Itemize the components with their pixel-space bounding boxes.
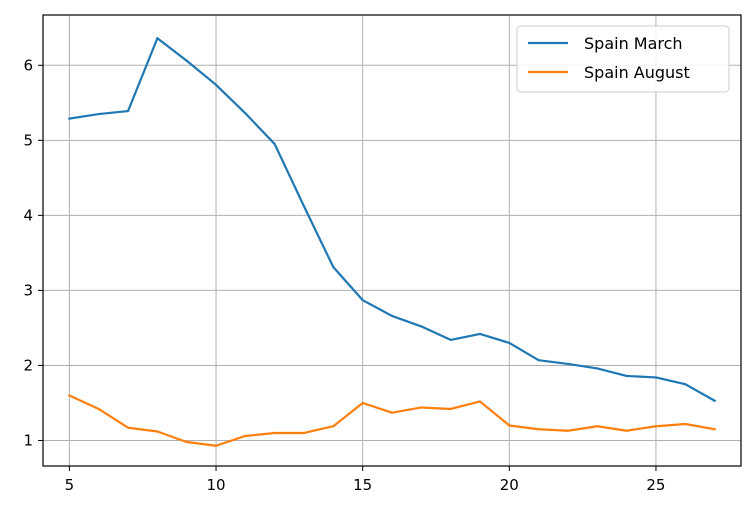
data-point-spain-march [713, 399, 716, 402]
data-point-spain-august [420, 406, 423, 409]
data-point-spain-march [420, 325, 423, 328]
axis-ticks: 5 10 15 20 25 1 2 3 4 5 6 [23, 56, 665, 494]
data-point-spain-march [68, 117, 71, 120]
x-tick-label: 10 [206, 476, 225, 494]
data-point-spain-august [126, 426, 130, 429]
data-point-spain-march [214, 83, 218, 86]
data-point-spain-august [449, 407, 452, 411]
data-point-spain-march [390, 314, 394, 318]
data-point-spain-march [625, 374, 628, 378]
data-point-spain-march [97, 112, 100, 116]
data-point-spain-august [478, 400, 482, 403]
data-point-spain-march [332, 266, 335, 269]
y-tick-label: 4 [23, 206, 33, 224]
data-point-spain-august [214, 444, 218, 447]
data-point-spain-march [478, 332, 482, 336]
data-point-spain-march [596, 367, 599, 370]
data-point-spain-august [68, 394, 71, 397]
data-point-spain-august [302, 431, 306, 435]
data-point-spain-march [244, 112, 247, 115]
data-point-spain-march [449, 338, 452, 342]
data-point-spain-august [273, 431, 276, 435]
x-tick-label: 25 [646, 476, 665, 494]
x-tick-label: 5 [65, 476, 75, 494]
data-point-spain-march [126, 109, 130, 113]
data-point-spain-march [684, 383, 687, 386]
data-point-spain-march [156, 37, 159, 40]
y-tick-label: 6 [23, 56, 33, 74]
data-point-spain-august [625, 429, 628, 432]
data-point-spain-august [596, 425, 599, 428]
y-tick-label: 3 [23, 281, 33, 299]
plot-frame [42, 14, 742, 467]
data-point-spain-august [361, 401, 364, 405]
legend-box [516, 25, 730, 93]
data-point-spain-march [273, 142, 276, 146]
data-point-spain-august [566, 429, 570, 432]
y-tick-label: 5 [23, 131, 33, 149]
y-tick-label: 2 [23, 356, 33, 374]
data-point-spain-march [361, 299, 364, 302]
data-point-spain-august [684, 422, 687, 426]
data-point-spain-march [185, 59, 188, 62]
legend-label-spain-march: Spain March [584, 34, 683, 53]
data-point-spain-march [566, 362, 570, 366]
data-point-spain-march [537, 359, 540, 362]
data-point-spain-august [185, 440, 188, 444]
x-tick-label: 15 [353, 476, 372, 494]
legend: Spain March Spain August [516, 25, 730, 93]
data-point-spain-august [654, 425, 658, 428]
data-point-spain-august [508, 424, 511, 427]
data-point-spain-august [244, 434, 247, 438]
data-point-spain-august [713, 428, 716, 431]
data-point-spain-march [302, 205, 306, 208]
data-point-spain-august [537, 428, 540, 431]
data-point-spain-august [332, 425, 335, 428]
data-point-spain-march [654, 376, 658, 379]
series-lines [67, 37, 717, 447]
x-tick-label: 20 [500, 476, 519, 494]
data-point-spain-march [508, 341, 511, 345]
legend-label-spain-august: Spain August [584, 63, 690, 82]
data-point-spain-august [390, 411, 394, 414]
data-point-spain-august [97, 407, 100, 411]
data-point-spain-august [156, 430, 159, 433]
y-tick-label: 1 [23, 431, 33, 449]
